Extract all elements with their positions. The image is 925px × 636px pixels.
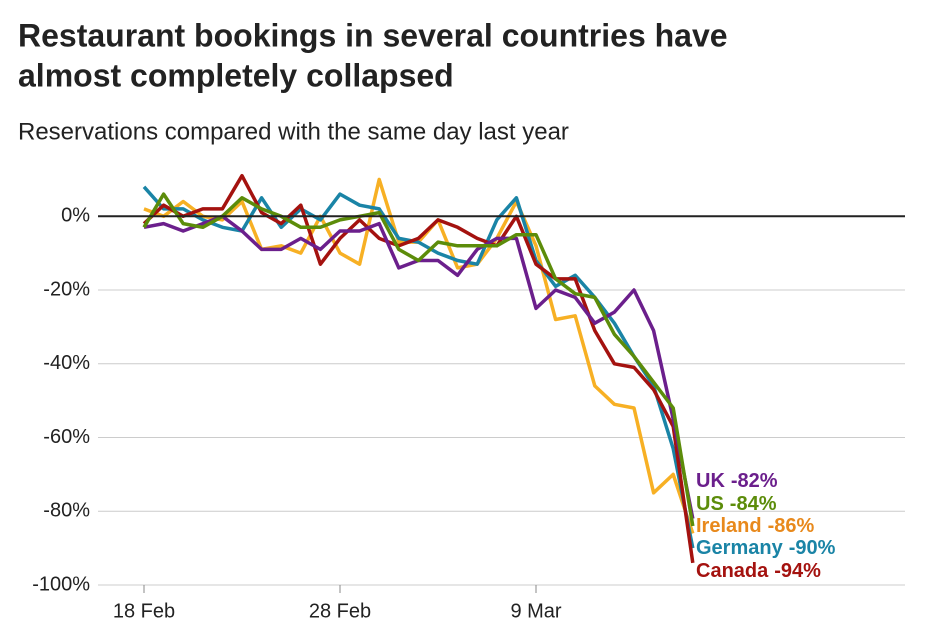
series-label: UK -82%	[696, 470, 778, 492]
y-tick-label: -40%	[43, 352, 90, 374]
chart-subtitle: Reservations compared with the same day …	[18, 118, 569, 145]
value-label: -86%	[768, 515, 815, 537]
line	[142, 173, 695, 564]
series-label: Canada -94%	[696, 560, 821, 582]
y-tick-label: 0%	[61, 205, 90, 227]
legend-entry: US	[696, 493, 724, 515]
series-label: Germany -90%	[696, 537, 836, 559]
chart-title: almost completely collapsed	[18, 57, 454, 93]
y-tick-label: -20%	[43, 278, 90, 300]
line	[142, 192, 695, 527]
y-tick-label: -100%	[32, 573, 90, 595]
series-label: Ireland -86%	[696, 515, 814, 537]
y-tick-label: -60%	[43, 426, 90, 448]
legend-entry: UK	[696, 470, 725, 492]
y-tick-label: -80%	[43, 500, 90, 522]
line	[142, 185, 695, 549]
legend-entry: Germany	[696, 537, 784, 559]
value-label: -90%	[789, 537, 836, 559]
series-label: US -84%	[696, 493, 777, 515]
chart-title: Restaurant bookings in several countries…	[18, 17, 728, 53]
legend-entry: Canada	[696, 560, 769, 582]
x-tick-label: 18 Feb	[113, 600, 175, 622]
value-label: -84%	[730, 493, 777, 515]
x-tick-label: 9 Mar	[510, 600, 561, 622]
value-label: -82%	[731, 470, 778, 492]
legend-entry: Ireland	[696, 515, 762, 537]
x-tick-label: 28 Feb	[309, 600, 371, 622]
value-label: -94%	[774, 560, 821, 582]
